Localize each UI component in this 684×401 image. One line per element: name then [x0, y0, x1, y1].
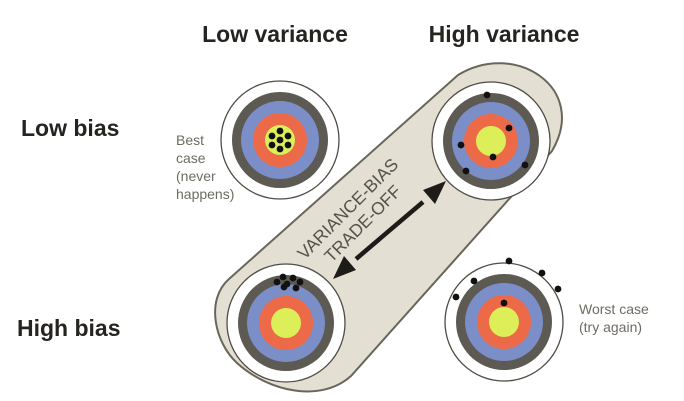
- target-hit-dot: [452, 293, 460, 301]
- row-heading-low-bias: Low bias: [21, 115, 120, 141]
- target-low-bias-low-variance: [220, 80, 340, 200]
- target-hit-dot: [489, 153, 497, 161]
- target-hit-dot: [280, 283, 288, 291]
- target-high-bias-low-variance: [226, 263, 346, 383]
- target-hit-dot: [268, 132, 276, 140]
- target-hit-dot: [289, 274, 297, 282]
- target-hit-dot: [457, 141, 465, 149]
- target-hit-dot: [276, 127, 284, 135]
- target-bullseye: [476, 126, 506, 156]
- target-hit-dot: [276, 145, 284, 153]
- column-heading-low-variance: Low variance: [202, 21, 348, 47]
- target-hit-dot: [470, 277, 478, 285]
- target-hit-dot: [284, 141, 292, 149]
- target-hit-dot: [505, 124, 513, 132]
- target-hit-dot: [279, 273, 287, 281]
- target-hit-dot: [273, 278, 281, 286]
- target-bullseye: [271, 308, 301, 338]
- target-hit-dot: [296, 278, 304, 286]
- double-headed-arrow-icon: [333, 181, 446, 279]
- target-hit-dot: [521, 161, 529, 169]
- target-high-bias-high-variance: [444, 257, 564, 382]
- target-hit-dot: [462, 167, 470, 175]
- target-hit-dot: [292, 284, 300, 292]
- target-hit-dot: [500, 299, 508, 307]
- worst-case-note: Worst case (try again): [579, 301, 649, 335]
- row-heading-high-bias: High bias: [17, 315, 121, 341]
- target-hit-dot: [268, 141, 276, 149]
- best-case-note: Best case (never happens): [176, 132, 235, 202]
- target-bullseye: [489, 307, 519, 337]
- targets-layer: [220, 80, 564, 383]
- target-hit-dot: [505, 257, 513, 265]
- target-low-bias-high-variance: [431, 81, 551, 201]
- target-hit-dot: [276, 136, 284, 144]
- target-hit-dot: [284, 132, 292, 140]
- target-hit-dot: [483, 91, 491, 99]
- target-hit-dot: [538, 269, 546, 277]
- column-heading-high-variance: High variance: [428, 21, 580, 47]
- target-hit-dot: [554, 285, 562, 293]
